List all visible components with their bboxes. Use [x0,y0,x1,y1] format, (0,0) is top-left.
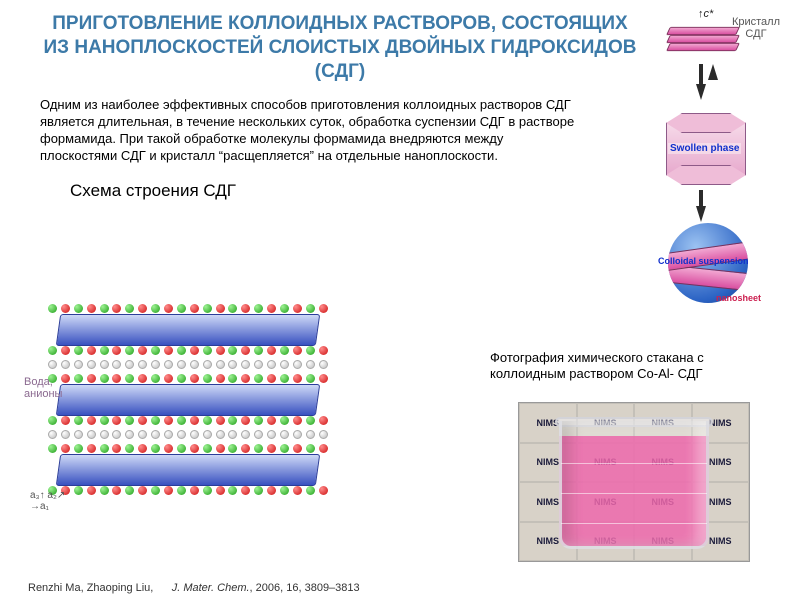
c-axis-label: ↑c* [698,8,713,20]
axes-indicator: a₃↑ a₂↗ →a₁ [30,490,65,512]
citation: Renzhi Ma, Zhaoping Liu, J. Mater. Chem.… [28,582,360,594]
interlayer-row [48,430,328,442]
ldh-structure-schema: Вода, анионы a₃↑ a₂↗ →a₁ [30,300,340,510]
water-anions-label: Вода, анионы [24,376,62,400]
beaker-photo: NIMSNIMSNIMSNIMSNIMSNIMSNIMSNIMSNIMSNIMS… [518,402,750,562]
interlayer-row [48,360,328,372]
process-diagram: ↑c* Кристалл СДГ Swollen phase Colloidal… [638,8,788,318]
nanosheet-label: nanosheet [716,293,761,303]
citation-journal: J. Mater. Chem. [172,582,250,594]
citation-details: , 2006, 16, 3809–3813 [250,582,360,594]
atom-row [48,416,328,428]
crystal-plates [668,26,738,50]
photo-caption: Фотография химического стакана с коллоид… [490,350,770,383]
beaker-body [559,421,709,549]
atom-row [48,346,328,358]
citation-authors: Renzhi Ma, Zhaoping Liu, [28,582,153,594]
colloidal-label: Colloidal suspension [658,256,749,266]
atom-row [48,486,328,498]
swollen-phase-label: Swollen phase [668,143,741,154]
